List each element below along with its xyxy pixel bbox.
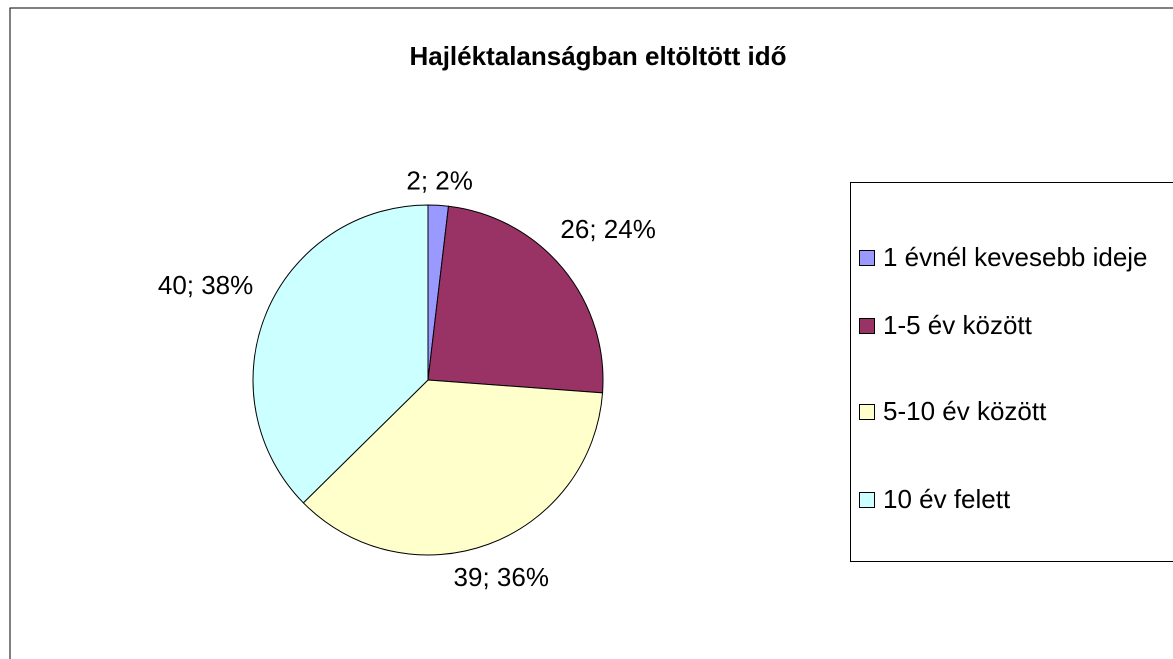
legend-item: 10 év felett — [859, 479, 1169, 519]
legend-swatch — [859, 404, 875, 420]
data-label: 40; 38% — [158, 270, 253, 300]
legend-label: 1-5 év között — [883, 310, 1032, 340]
legend-swatch — [859, 318, 875, 334]
chart-title: Hajléktalanságban eltöltött idő — [409, 41, 786, 71]
data-label: 2; 2% — [406, 165, 473, 195]
legend-label: 1 évnél kevesebb ideje — [883, 242, 1148, 272]
pie-slice — [427, 205, 604, 394]
legend-label: 10 év felett — [883, 484, 1011, 514]
legend-swatch — [859, 492, 875, 508]
legend-item: 1-5 év között — [859, 305, 1169, 345]
legend-label: 5-10 év között — [883, 396, 1047, 426]
data-label: 26; 24% — [560, 214, 655, 244]
pie-slice — [302, 379, 604, 556]
legend-swatch — [859, 250, 875, 266]
legend-item: 1 évnél kevesebb ideje — [859, 237, 1169, 277]
legend-item: 5-10 év között — [859, 391, 1169, 431]
pie-slice — [252, 204, 429, 504]
legend: 1 évnél kevesebb ideje 1-5 év között 5-10 … — [850, 182, 1173, 562]
data-label: 39; 36% — [454, 562, 549, 592]
